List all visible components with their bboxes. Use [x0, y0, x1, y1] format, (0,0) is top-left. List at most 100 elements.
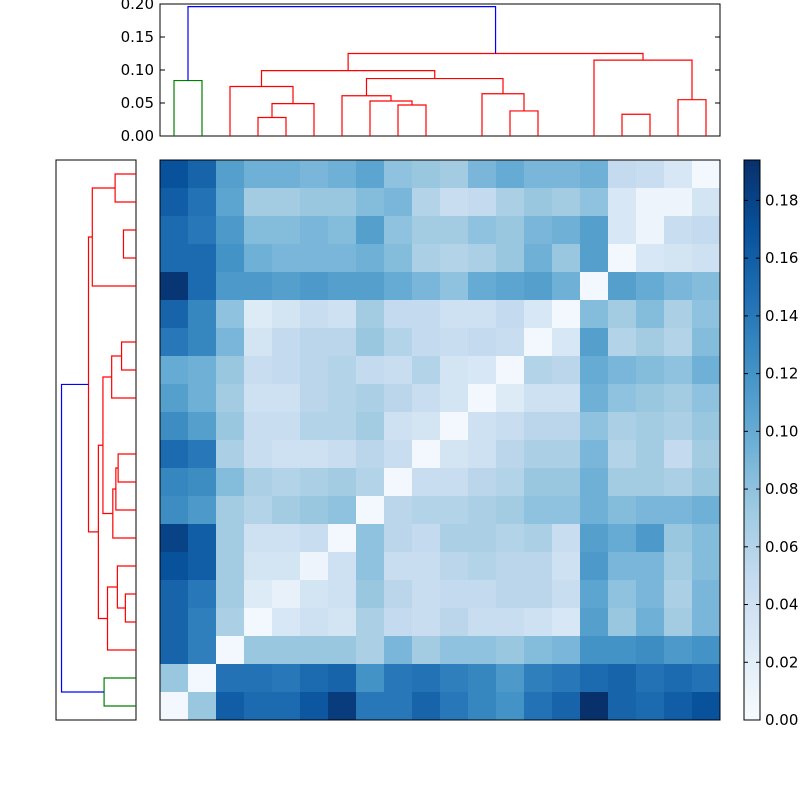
colorbar-tick-label: 0.18 — [765, 191, 798, 209]
heatmap-cell — [188, 468, 217, 497]
heatmap-cell — [244, 188, 273, 217]
heatmap-cell — [524, 216, 553, 245]
heatmap-cell — [552, 664, 581, 693]
heatmap-cell — [496, 552, 525, 581]
heatmap-cell — [328, 608, 357, 637]
dendrogram-link — [187, 6, 497, 81]
heatmap-cell — [356, 188, 385, 217]
heatmap-cell — [580, 496, 609, 525]
heatmap-cell — [412, 188, 441, 217]
heatmap-cell — [328, 356, 357, 385]
heatmap-cell — [664, 244, 693, 273]
heatmap-cell — [356, 496, 385, 525]
heatmap-cell — [272, 244, 301, 273]
heatmap-cell — [412, 552, 441, 581]
heatmap-cell — [440, 300, 469, 329]
heatmap-cell — [328, 552, 357, 581]
heatmap-cell — [384, 496, 413, 525]
heatmap-cell — [468, 244, 497, 273]
heatmap-cell — [384, 384, 413, 413]
dendrogram-link — [124, 593, 136, 623]
heatmap-cell — [412, 412, 441, 441]
heatmap-cell — [552, 328, 581, 357]
heatmap-cell — [216, 188, 245, 217]
heatmap-cell — [496, 524, 525, 553]
heatmap-cell — [160, 356, 189, 385]
heatmap-cell — [160, 244, 189, 273]
heatmap-cell — [300, 328, 329, 357]
heatmap-cell — [580, 412, 609, 441]
heatmap-cell — [244, 608, 273, 637]
heatmap-cell — [300, 664, 329, 693]
heatmap-cell — [412, 608, 441, 637]
heatmap-cell — [328, 524, 357, 553]
heatmap-cell — [188, 356, 217, 385]
heatmap-cell — [300, 356, 329, 385]
heatmap-cell — [552, 496, 581, 525]
dendrogram-link — [117, 453, 136, 483]
heatmap-cell — [384, 412, 413, 441]
heatmap-cell — [384, 636, 413, 665]
heatmap-cell — [468, 216, 497, 245]
heatmap-cell — [412, 300, 441, 329]
dendrogram-link — [341, 95, 392, 136]
heatmap-cell — [216, 160, 245, 189]
heatmap-cell — [328, 244, 357, 273]
heatmap-cell — [160, 412, 189, 441]
dendrogram-link — [397, 104, 427, 136]
heatmap-cell — [608, 496, 637, 525]
y-tick-label: 0.05 — [121, 94, 154, 112]
heatmap-cell — [412, 692, 441, 721]
heatmap-cell — [524, 328, 553, 357]
heatmap-cell — [384, 664, 413, 693]
heatmap-cell — [636, 608, 665, 637]
heatmap-cell — [440, 468, 469, 497]
heatmap-cell — [188, 496, 217, 525]
dendrogram-link — [677, 99, 707, 136]
heatmap-cell — [300, 580, 329, 609]
dendrogram-link — [103, 677, 136, 707]
heatmap-cell — [328, 216, 357, 245]
top-dendrogram-y-axis: 0.00 0.05 0.10 0.15 0.20 — [121, 0, 720, 145]
heatmap-cell — [608, 664, 637, 693]
heatmap-cell — [496, 580, 525, 609]
heatmap-cell — [636, 496, 665, 525]
heatmap-cell — [496, 636, 525, 665]
heatmap-cell — [356, 356, 385, 385]
heatmap-cell — [552, 244, 581, 273]
heatmap-cell — [636, 664, 665, 693]
heatmap-cell — [636, 440, 665, 469]
heatmap-cell — [468, 692, 497, 721]
heatmap-cell — [468, 608, 497, 637]
heatmap-cell — [468, 580, 497, 609]
heatmap-cell — [300, 440, 329, 469]
heatmap-cell — [468, 496, 497, 525]
heatmap-cell — [552, 636, 581, 665]
heatmap-cell — [664, 664, 693, 693]
heatmap-cell — [216, 496, 245, 525]
heatmap-cell — [244, 272, 273, 301]
heatmap-cell — [552, 356, 581, 385]
heatmap-cell — [664, 412, 693, 441]
heatmap-cell — [440, 552, 469, 581]
heatmap-cell — [328, 160, 357, 189]
heatmap-cell — [356, 216, 385, 245]
heatmap-cell — [524, 636, 553, 665]
heatmap-cell — [160, 188, 189, 217]
heatmap-cell — [440, 328, 469, 357]
heatmap-cell — [552, 468, 581, 497]
heatmap-cell — [300, 412, 329, 441]
heatmap-cell — [384, 160, 413, 189]
heatmap-cell — [524, 440, 553, 469]
heatmap-cell — [468, 552, 497, 581]
heatmap-cell — [440, 384, 469, 413]
heatmap-cell — [580, 636, 609, 665]
heatmap-cell — [272, 468, 301, 497]
heatmap-cell — [216, 356, 245, 385]
heatmap-cell — [160, 440, 189, 469]
dendrogram-link — [120, 341, 136, 371]
colorbar-tick-label: 0.16 — [765, 249, 798, 267]
heatmap-cell — [440, 412, 469, 441]
heatmap-cell — [692, 272, 721, 301]
heatmap-cell — [580, 244, 609, 273]
